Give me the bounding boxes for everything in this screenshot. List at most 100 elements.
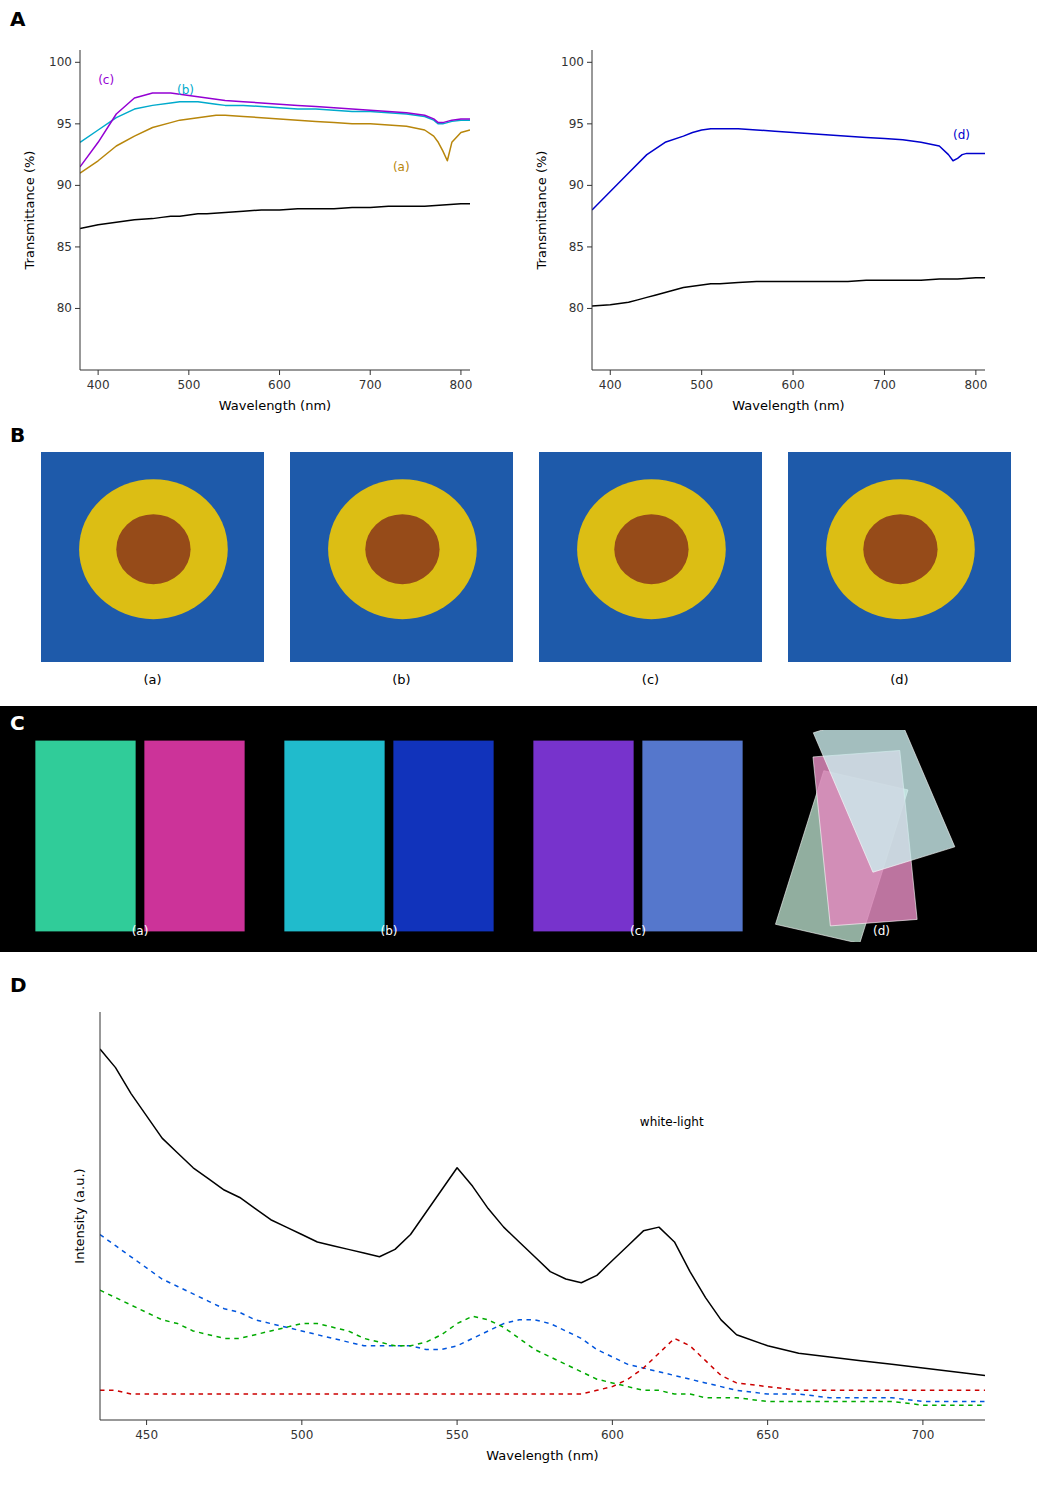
y-tick	[75, 246, 80, 247]
x-tick	[188, 370, 189, 375]
annotation: (c)	[98, 73, 114, 87]
x-axis-label: Wavelength (nm)	[486, 1448, 598, 1463]
photo-label: (c)	[642, 672, 659, 687]
series-line	[80, 204, 470, 229]
photo-content	[533, 741, 742, 932]
glass-slide	[393, 741, 493, 932]
series-line	[80, 102, 470, 143]
x-tick-label: 700	[911, 1428, 934, 1442]
y-axis	[100, 1012, 101, 1420]
x-tick	[460, 370, 461, 375]
series-group	[80, 93, 470, 228]
line-chart: 40050060070080080859095100Wavelength (nm…	[22, 50, 472, 413]
y-tick	[75, 123, 80, 124]
flower-center	[614, 514, 688, 584]
glass-slide	[813, 730, 955, 872]
y-tick-label: 100	[49, 55, 72, 69]
series-line	[100, 1049, 985, 1375]
series-line	[100, 1290, 985, 1405]
y-tick	[75, 308, 80, 309]
panel-letter: A	[10, 7, 26, 31]
x-tick-label: 600	[268, 378, 291, 392]
series-line	[592, 278, 985, 306]
y-tick	[75, 185, 80, 186]
panel-letter: D	[10, 973, 27, 997]
x-tick-label: 700	[873, 378, 896, 392]
x-tick	[975, 370, 976, 375]
series-group	[592, 129, 985, 306]
petals	[79, 479, 228, 619]
flower-center	[365, 514, 439, 584]
x-axis-label: Wavelength (nm)	[732, 398, 844, 413]
figure: 40050060070080080859095100Wavelength (nm…	[0, 0, 1037, 1500]
x-tick-label: 500	[177, 378, 200, 392]
x-axis-label: Wavelength (nm)	[219, 398, 331, 413]
photo-label: (a)	[132, 924, 149, 938]
x-tick-label: 400	[599, 378, 622, 392]
photo-label: (b)	[381, 924, 398, 938]
y-axis	[592, 50, 593, 370]
uv-photo	[35, 741, 244, 932]
photo-background	[41, 452, 264, 662]
x-tick-label: 600	[782, 378, 805, 392]
annotation: white-light	[640, 1115, 704, 1129]
y-tick	[75, 62, 80, 63]
panel-letter: B	[10, 423, 25, 447]
glass-slide	[642, 741, 742, 932]
glass-slide	[533, 741, 633, 932]
photo-content	[775, 730, 954, 942]
x-tick	[922, 1420, 923, 1425]
line-chart: 40050060070080080859095100Wavelength (nm…	[534, 50, 987, 413]
y-tick	[587, 185, 592, 186]
petals	[826, 479, 975, 619]
x-tick-label: 800	[964, 378, 987, 392]
x-tick-label: 550	[446, 1428, 469, 1442]
photo-content	[284, 741, 493, 932]
y-tick-label: 95	[569, 117, 584, 131]
annotation: (a)	[393, 160, 410, 174]
series-line	[100, 1338, 985, 1394]
y-tick-label: 85	[569, 240, 584, 254]
flower-center	[116, 514, 190, 584]
photo-label: (b)	[392, 672, 410, 687]
series-line	[592, 129, 985, 210]
sunflower-photo	[290, 452, 513, 662]
y-tick-label: 90	[57, 178, 72, 192]
uv-photo	[533, 741, 742, 932]
x-tick	[767, 1420, 768, 1425]
flower-center	[863, 514, 937, 584]
photo-label: (c)	[630, 924, 646, 938]
x-tick	[457, 1420, 458, 1425]
petals	[577, 479, 726, 619]
x-axis	[100, 1420, 985, 1421]
x-tick	[701, 370, 702, 375]
series-group	[100, 1049, 985, 1405]
x-tick	[146, 1420, 147, 1425]
annotation: (d)	[953, 128, 970, 142]
y-tick-label: 85	[57, 240, 72, 254]
x-tick	[612, 1420, 613, 1425]
photo-content	[35, 741, 244, 932]
sunflower-photo	[788, 452, 1011, 662]
x-tick-label: 700	[359, 378, 382, 392]
photo-label: (d)	[873, 924, 890, 938]
series-line	[80, 115, 470, 173]
x-tick	[610, 370, 611, 375]
x-tick	[884, 370, 885, 375]
x-tick-label: 500	[290, 1428, 313, 1442]
x-tick-label: 800	[449, 378, 472, 392]
photo-background	[290, 452, 513, 662]
y-tick	[587, 62, 592, 63]
photo-row: (a)(b)(c)(d)	[41, 452, 1011, 687]
y-tick	[587, 308, 592, 309]
series-line	[80, 93, 470, 167]
sunflower-photo	[41, 452, 264, 662]
glass-slide	[35, 741, 135, 932]
uv-photo-row: (a) (b) (c) (d)	[0, 706, 1037, 952]
slide-rotation	[813, 730, 955, 872]
glass-slide	[284, 741, 384, 932]
series-line	[100, 1235, 985, 1402]
y-tick-label: 90	[569, 178, 584, 192]
x-tick	[370, 370, 371, 375]
annotation: (b)	[177, 83, 194, 97]
